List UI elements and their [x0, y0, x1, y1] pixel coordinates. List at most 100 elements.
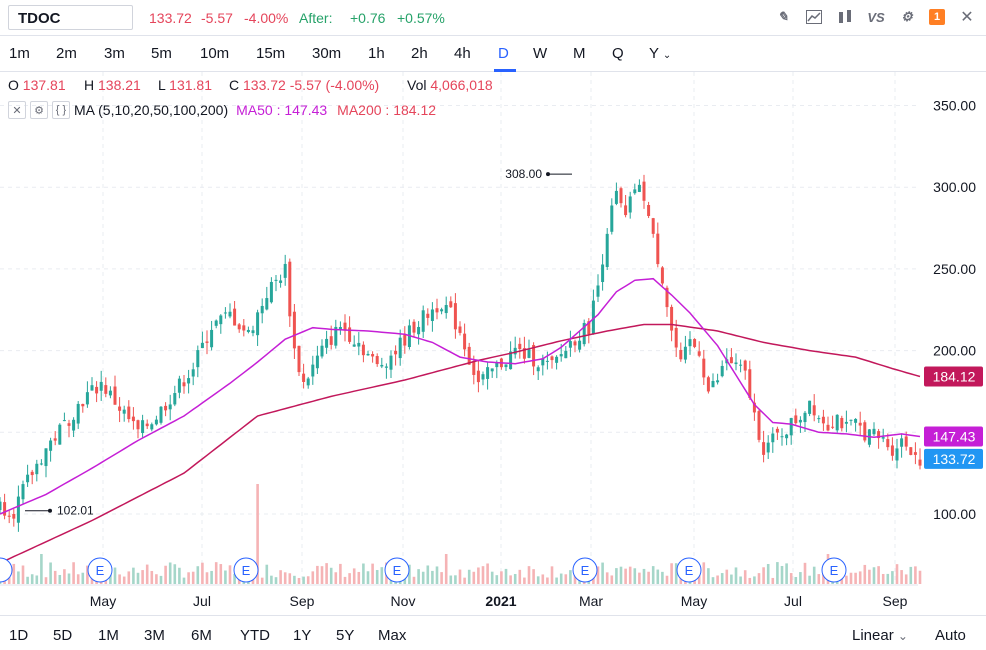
interval-q[interactable]: Q [612, 45, 624, 62]
volume-bar [26, 576, 29, 584]
range-max[interactable]: Max [378, 627, 407, 644]
candle-body [518, 343, 522, 350]
volume-bar [776, 562, 779, 584]
x-tick-label: Jul [193, 593, 211, 609]
x-tick-label: 2021 [485, 593, 516, 609]
y-tick-label: 200.00 [933, 343, 976, 359]
x-tick-label: Sep [290, 593, 315, 609]
interval-4h[interactable]: 4h [454, 45, 471, 62]
pencil-icon[interactable]: ✎ [777, 9, 789, 24]
volume-bar [734, 567, 738, 584]
candle-body [453, 303, 457, 330]
active-interval-underline [494, 69, 516, 72]
symbol-input[interactable]: TDOC [8, 5, 133, 30]
volume-bar [375, 570, 379, 584]
volume-bar [743, 570, 747, 584]
candle-body [817, 418, 821, 420]
candle-body [771, 433, 775, 443]
close-icon[interactable]: ✕ [960, 9, 974, 26]
candle-body [357, 342, 361, 347]
interval-5m[interactable]: 5m [151, 45, 172, 62]
volume-bar [748, 577, 752, 584]
candle-body [766, 442, 770, 453]
candles-icon[interactable] [836, 8, 854, 26]
candle-body [716, 380, 720, 383]
candle-body [315, 355, 319, 369]
low-marker-dot [48, 508, 52, 513]
volume-bar [408, 564, 411, 584]
interval-1h[interactable]: 1h [368, 45, 385, 62]
volume-bar [145, 564, 149, 584]
volume-bar [605, 572, 609, 584]
candle-body [743, 360, 747, 371]
candle-body [265, 298, 269, 310]
interval-10m[interactable]: 10m [200, 45, 230, 62]
settings-gear-icon[interactable]: ⚙ [901, 9, 913, 24]
candle-body [430, 309, 434, 321]
volume-bar [53, 570, 57, 584]
price-tag-bg [924, 366, 983, 387]
interval-m[interactable]: M [573, 45, 586, 62]
bottom-bar: 1D 5D 1M 3M 6M YTD 1Y 5Y Max Linear ⌄ Au… [0, 615, 986, 650]
notifications-badge[interactable]: 1 [929, 9, 945, 25]
candle-body [384, 366, 388, 368]
range-6m[interactable]: 6M [191, 627, 212, 644]
indicator-settings-icon[interactable]: ⚙ [30, 101, 48, 119]
range-1d[interactable]: 1D [9, 627, 29, 644]
volume-bar [757, 573, 761, 584]
volume-bar [904, 574, 908, 584]
range-5y[interactable]: 5Y [336, 627, 355, 644]
volume-bar [67, 573, 71, 584]
interval-1m[interactable]: 1m [9, 45, 30, 62]
interval-w[interactable]: W [533, 45, 548, 62]
volume-bar [849, 572, 853, 584]
chart-area[interactable]: 100.00150.00200.00250.00300.00350.00MayJ… [0, 72, 986, 615]
candle-body [343, 322, 347, 331]
candle-body [81, 403, 85, 407]
candle-body [835, 414, 839, 431]
volume-bar [113, 567, 117, 584]
candle-body [895, 448, 899, 461]
volume-bar [260, 577, 264, 584]
range-3m[interactable]: 3M [144, 627, 165, 644]
interval-2m[interactable]: 2m [56, 45, 77, 62]
range-1m[interactable]: 1M [98, 627, 119, 644]
interval-30m[interactable]: 30m [312, 45, 342, 62]
volume-bar [210, 570, 213, 584]
interval-y[interactable]: Y ⌄ [649, 45, 672, 62]
candle-body [854, 418, 858, 423]
ma-legend: ✕ ⚙ { } MA (5,10,20,50,100,200) MA50 : 1… [8, 101, 436, 119]
interval-15m[interactable]: 15m [256, 45, 286, 62]
candle-body [775, 428, 779, 433]
candle-body [131, 416, 135, 422]
range-1y[interactable]: 1Y [293, 627, 312, 644]
volume-bar [118, 574, 121, 584]
area-chart-icon[interactable] [805, 8, 823, 26]
auto-scale-button[interactable]: Auto [935, 627, 966, 644]
candle-body [803, 412, 807, 423]
interval-d[interactable]: D [498, 45, 509, 62]
interval-3m[interactable]: 3m [104, 45, 125, 62]
candle-body [274, 279, 278, 281]
volume-bar [343, 576, 347, 584]
indicator-source-icon[interactable]: { } [52, 101, 70, 119]
interval-2h[interactable]: 2h [411, 45, 428, 62]
ohlc-volume: Vol 4,066,018 [407, 77, 493, 93]
candle-body [840, 417, 844, 429]
y-tick-label: 250.00 [933, 261, 976, 277]
price-chart[interactable]: 100.00150.00200.00250.00300.00350.00MayJ… [0, 72, 986, 615]
compare-vs-icon[interactable]: VS [867, 9, 885, 25]
volume-bar [449, 575, 453, 584]
volume-bar [656, 569, 660, 584]
volume-bar [863, 564, 867, 584]
volume-bar [122, 576, 126, 584]
candle-body [785, 434, 789, 439]
range-5d[interactable]: 5D [53, 627, 73, 644]
candle-body [371, 354, 375, 357]
range-ytd[interactable]: YTD [240, 627, 270, 644]
interval-bar: 1m 2m 3m 5m 10m 15m 30m 1h 2h 4h D W M Q… [0, 36, 986, 72]
scale-mode-select[interactable]: Linear ⌄ [852, 627, 908, 644]
candle-body [417, 326, 421, 335]
remove-indicator-icon[interactable]: ✕ [8, 101, 26, 119]
volume-bar [224, 570, 227, 584]
